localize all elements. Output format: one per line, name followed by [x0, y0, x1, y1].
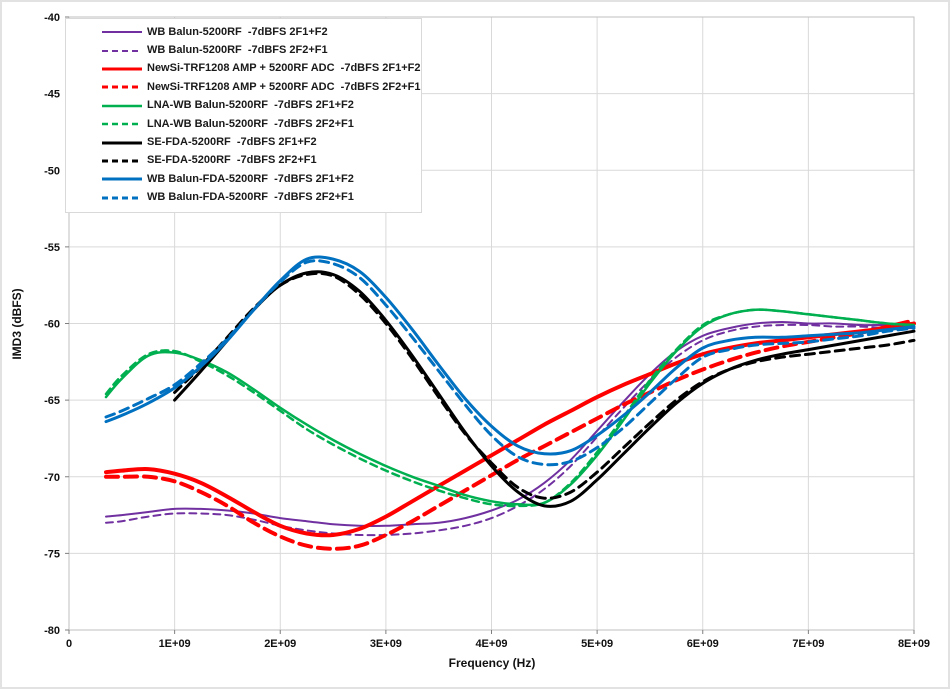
legend-line-sample: [102, 196, 142, 200]
legend-item-6: SE-FDA-5200RF -7dBFS 2F1+F2: [102, 133, 421, 151]
legend-label: LNA-WB Balun-5200RF -7dBFS 2F2+F1: [147, 117, 354, 130]
x-tick-label: 6E+09: [687, 638, 719, 650]
legend-item-5: LNA-WB Balun-5200RF -7dBFS 2F2+F1: [102, 115, 421, 133]
x-tick-label: 0: [66, 638, 72, 650]
y-tick-label: -75: [44, 548, 60, 560]
legend-label: LNA-WB Balun-5200RF -7dBFS 2F1+F2: [147, 99, 354, 112]
series-line-5: [104, 308, 916, 508]
x-tick-label: 5E+09: [581, 638, 613, 650]
legend-label: NewSi-TRF1208 AMP + 5200RF ADC -7dBFS 2F…: [147, 80, 421, 93]
y-tick-label: -80: [44, 625, 60, 637]
x-tick-label: 4E+09: [475, 638, 507, 650]
y-axis-title: IMD3 (dBFS): [10, 288, 24, 360]
legend-item-1: WB Balun-5200RF -7dBFS 2F2+F1: [102, 41, 421, 59]
legend-label: WB Balun-5200RF -7dBFS 2F2+F1: [147, 44, 328, 57]
series-line-1: [105, 323, 915, 537]
legend-item-7: SE-FDA-5200RF -7dBFS 2F2+F1: [102, 152, 421, 170]
legend-item-0: WB Balun-5200RF -7dBFS 2F1+F2: [102, 23, 421, 41]
legend-label: WB Balun-5200RF -7dBFS 2F1+F2: [147, 25, 328, 38]
y-tick-label: -50: [44, 165, 60, 177]
legend-label: SE-FDA-5200RF -7dBFS 2F2+F1: [147, 154, 317, 167]
legend-line-sample: [102, 104, 142, 107]
legend-line-sample: [102, 49, 142, 52]
legend-line-sample: [102, 177, 142, 181]
series-line-9: [104, 259, 916, 467]
y-tick-label: -55: [44, 242, 60, 254]
series-line-7: [173, 271, 916, 500]
series-line-6: [173, 270, 916, 508]
legend-label: WB Balun-FDA-5200RF -7dBFS 2F2+F1: [147, 191, 354, 204]
x-tick-label: 8E+09: [898, 638, 930, 650]
legend-line-sample: [102, 159, 142, 163]
legend-line-sample: [102, 67, 142, 71]
x-tick-label: 3E+09: [370, 638, 402, 650]
legend-label: NewSi-TRF1208 AMP + 5200RF ADC -7dBFS 2F…: [147, 62, 421, 75]
y-tick-label: -65: [44, 395, 60, 407]
legend-line-sample: [102, 122, 142, 126]
legend-line-sample: [102, 141, 142, 145]
series-line-4: [104, 308, 916, 507]
y-tick-label: -40: [44, 12, 60, 24]
x-axis-title: Frequency (Hz): [448, 656, 536, 670]
legend-item-3: NewSi-TRF1208 AMP + 5200RF ADC -7dBFS 2F…: [102, 78, 421, 96]
y-tick-label: -60: [44, 319, 60, 331]
series-line-0: [105, 320, 915, 527]
x-tick-label: 7E+09: [792, 638, 824, 650]
legend-item-9: WB Balun-FDA-5200RF -7dBFS 2F2+F1: [102, 189, 421, 207]
legend-box: WB Balun-5200RF -7dBFS 2F1+F2 WB Balun-52…: [65, 18, 422, 213]
series-line-8: [104, 255, 916, 456]
legend-line-sample: [102, 31, 142, 34]
legend-label: WB Balun-FDA-5200RF -7dBFS 2F1+F2: [147, 172, 354, 185]
x-tick-label: 1E+09: [159, 638, 191, 650]
x-tick-label: 2E+09: [264, 638, 296, 650]
series-line-2: [104, 321, 916, 538]
legend-label: SE-FDA-5200RF -7dBFS 2F1+F2: [147, 136, 317, 149]
legend-line-sample: [102, 85, 142, 89]
y-tick-label: -45: [44, 89, 60, 101]
legend-item-4: LNA-WB Balun-5200RF -7dBFS 2F1+F2: [102, 97, 421, 115]
legend-item-8: WB Balun-FDA-5200RF -7dBFS 2F1+F2: [102, 170, 421, 188]
y-tick-label: -70: [44, 472, 60, 484]
legend-item-2: NewSi-TRF1208 AMP + 5200RF ADC -7dBFS 2F…: [102, 60, 421, 78]
